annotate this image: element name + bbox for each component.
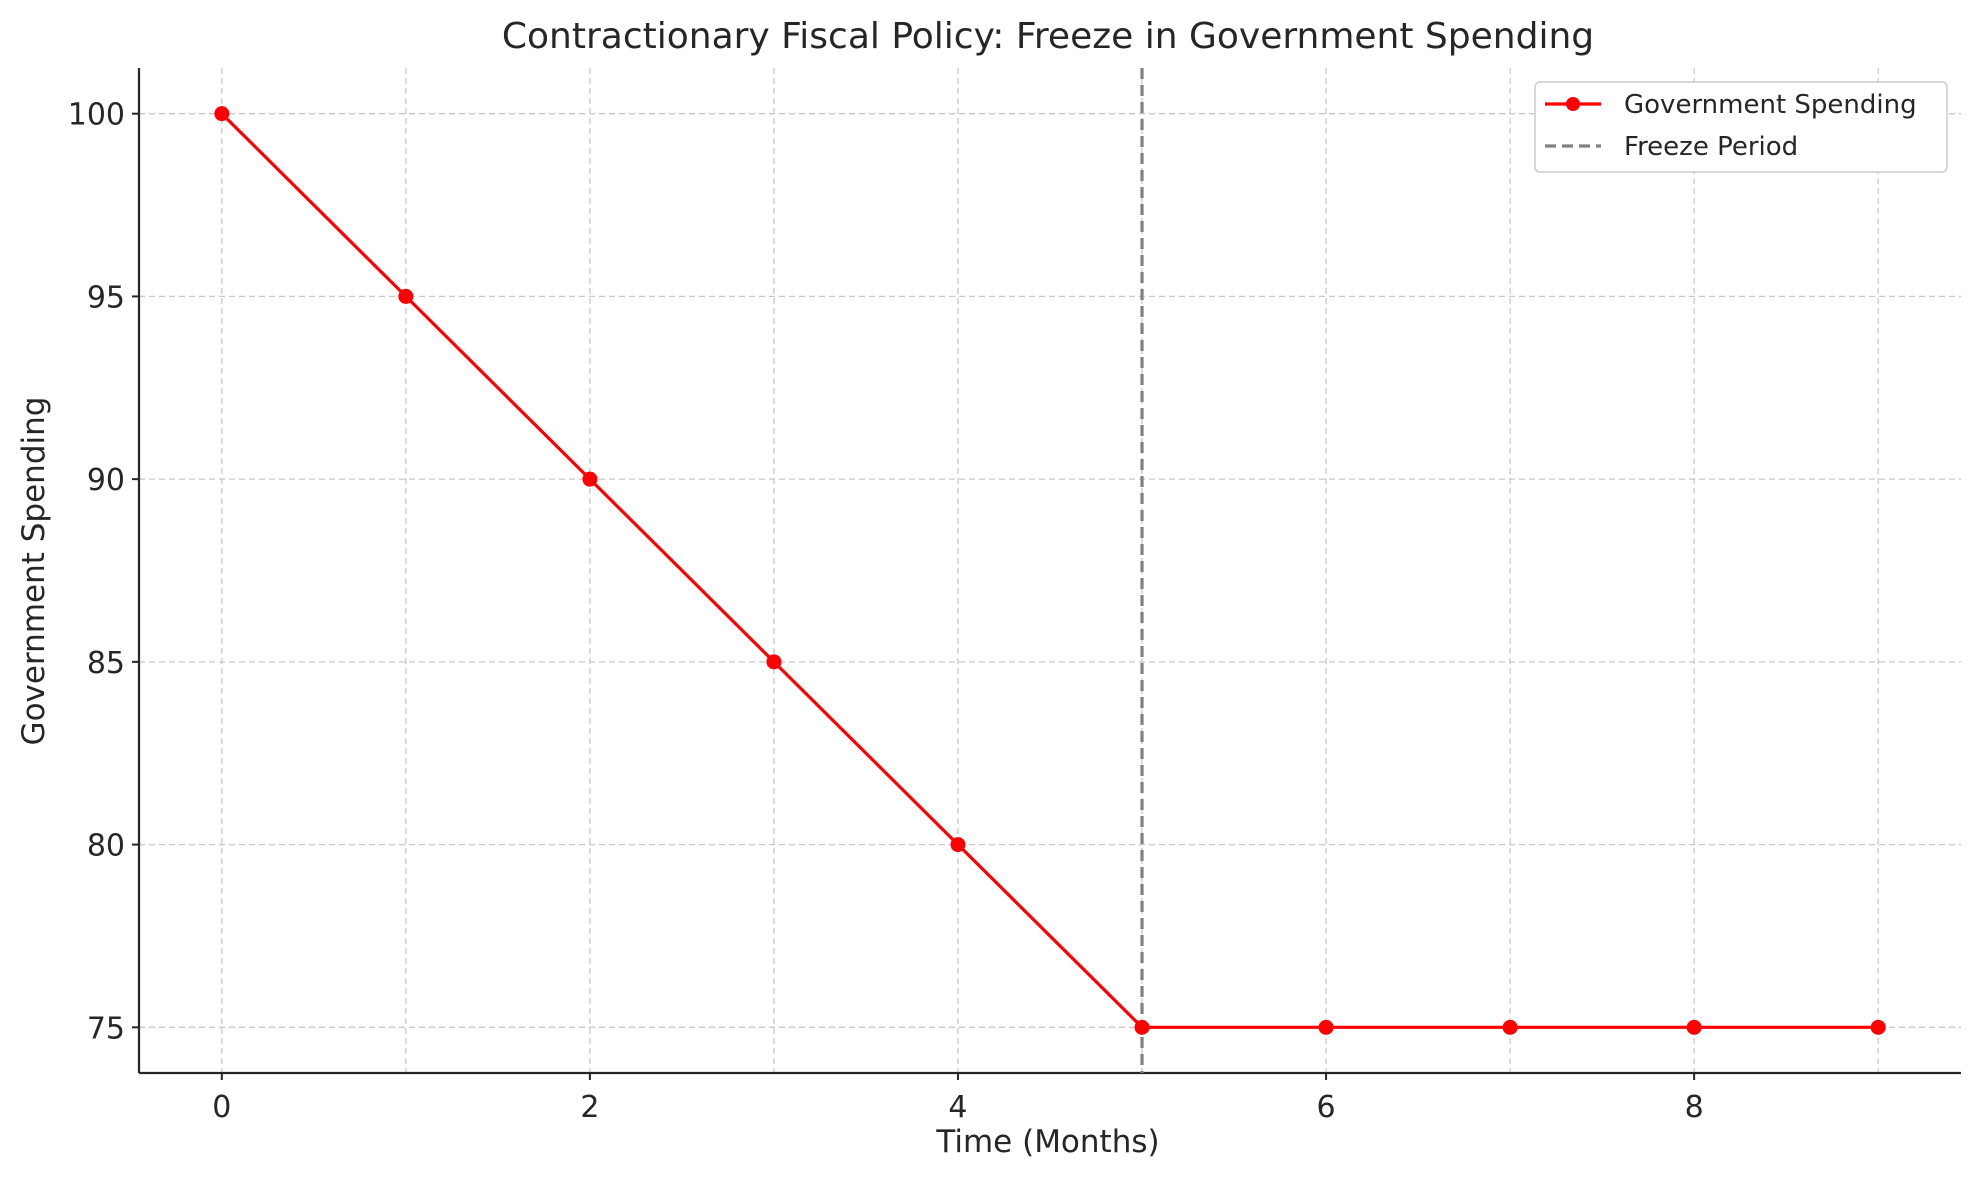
legend-label-freeze: Freeze Period bbox=[1624, 132, 1798, 162]
data-point bbox=[1870, 1019, 1886, 1035]
data-point bbox=[398, 288, 414, 304]
legend-marker-series bbox=[1566, 97, 1580, 111]
data-point bbox=[1134, 1019, 1150, 1035]
data-point bbox=[766, 654, 782, 670]
data-point bbox=[1502, 1019, 1518, 1035]
x-tick-label: 8 bbox=[1685, 1090, 1704, 1125]
y-tick-label: 90 bbox=[87, 463, 125, 498]
y-axis-label: Government Spending bbox=[16, 397, 52, 746]
data-point bbox=[1318, 1019, 1334, 1035]
y-tick-label: 100 bbox=[68, 98, 125, 133]
data-point bbox=[582, 471, 598, 487]
x-tick-label: 4 bbox=[948, 1090, 967, 1125]
y-tick-label: 85 bbox=[87, 646, 125, 681]
y-tick-label: 80 bbox=[87, 829, 125, 864]
x-tick-label: 2 bbox=[580, 1090, 599, 1125]
legend-label-series: Government Spending bbox=[1624, 90, 1917, 120]
x-tick-label: 6 bbox=[1317, 1090, 1336, 1125]
legend-frame bbox=[1534, 81, 1948, 173]
legend: Government Spending Freeze Period bbox=[1534, 81, 1948, 173]
y-tick-label: 95 bbox=[87, 280, 125, 315]
data-point bbox=[950, 837, 966, 853]
series-line bbox=[220, 112, 1879, 1029]
x-tick-label: 0 bbox=[212, 1090, 231, 1125]
x-axis-label: Time (Months) bbox=[935, 1124, 1159, 1160]
y-tick-label: 75 bbox=[87, 1011, 125, 1046]
chart-title: Contractionary Fiscal Policy: Freeze in … bbox=[502, 16, 1594, 57]
grid-lines bbox=[139, 68, 1961, 1073]
axes: 0 2 4 6 8 75 80 85 90 95 100 bbox=[68, 68, 1961, 1125]
data-point bbox=[214, 106, 230, 122]
data-point bbox=[1686, 1019, 1702, 1035]
data-series bbox=[214, 106, 1886, 1035]
